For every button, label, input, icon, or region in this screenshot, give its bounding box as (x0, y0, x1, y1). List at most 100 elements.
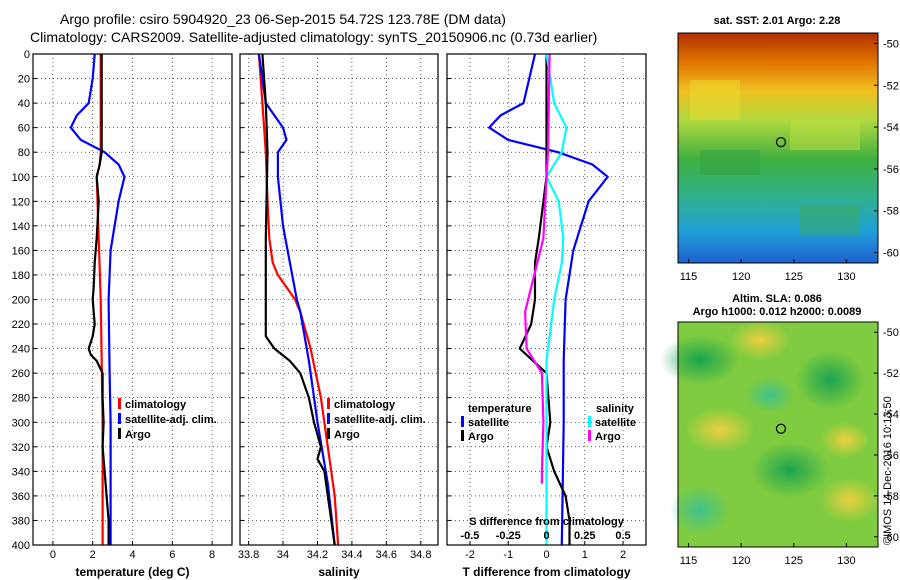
legend-swatch (461, 416, 464, 427)
series-line-s-argo (523, 53, 551, 484)
x-tick-label: 0 (50, 549, 56, 561)
y-tick-label: 240 (12, 344, 30, 356)
x-axis-label: temperature (deg C) (75, 565, 189, 579)
x-tick-label: 4 (129, 549, 135, 561)
sst-map-patch (700, 150, 760, 175)
x-axis-label: salinity (318, 565, 360, 579)
x2-tick-label: 0.25 (574, 530, 595, 542)
x-tick-label: 2 (90, 549, 96, 561)
y-tick-label: 200 (12, 295, 30, 307)
legend-label: Argo (334, 429, 360, 441)
sst-map-patch (800, 205, 860, 235)
sla-map-blob (660, 335, 740, 385)
sla-map-subtitle: Argo h1000: 0.012 h2000: 0.0089 (693, 306, 862, 318)
legend-label: satellite-adj. clim. (334, 414, 426, 426)
x2-axis-label: S difference from climatology (469, 516, 625, 528)
sst-map-title: sat. SST: 2.01 Argo: 2.28 (714, 15, 841, 27)
legend-label: satellite (468, 417, 509, 429)
series-line-satellite-adj-clim- (69, 53, 126, 545)
x-tick-label: 34.2 (307, 549, 328, 561)
argo-float-position-marker (775, 423, 787, 434)
y-tick-label: 40 (18, 98, 30, 110)
map-y-tick-label: -50 (883, 327, 899, 339)
series-line-argo (87, 54, 110, 545)
y-tick-label: 80 (18, 147, 30, 159)
legend-label: satellite-adj. clim. (125, 414, 217, 426)
series-line-t-satellite (488, 53, 609, 546)
y-tick-label: 180 (12, 270, 30, 282)
legend-swatch (588, 416, 591, 427)
figure-title-line1: Argo profile: csiro 5904920_23 06-Sep-20… (60, 11, 506, 27)
y-tick-label: 340 (12, 466, 30, 478)
panel-frame (446, 53, 647, 546)
sst-map-frame (677, 32, 879, 264)
sla-map-axes: 115 120 125 130 -50 -52 -54 -56 -58 -60 (680, 327, 899, 567)
series-line-satellite-adj-clim- (257, 53, 336, 546)
map-y-tick-label: -54 (883, 122, 899, 134)
argo-float-position-marker (775, 137, 787, 148)
legend-label: climatology (334, 399, 396, 411)
legend-swatch (461, 430, 464, 441)
y-tick-label: 360 (12, 491, 30, 503)
series-line-t-argo (518, 54, 571, 545)
y-tick-label: 280 (12, 393, 30, 405)
sst-map-patch (790, 120, 860, 150)
y-tick-label: 60 (18, 123, 30, 135)
legend-swatch (327, 398, 330, 409)
map-x-tick-label: 115 (680, 555, 698, 567)
x2-tick-label: -0.25 (496, 530, 521, 542)
y-tick-label: 220 (12, 319, 30, 331)
sla-map-blob (685, 408, 755, 452)
legend-label: satellite (595, 417, 636, 429)
x2-tick-label: 0.5 (615, 530, 630, 542)
legend-title-salinity: salinity (596, 403, 635, 415)
legend-swatch (118, 413, 121, 424)
y-tick-label: 320 (12, 442, 30, 454)
sla-map-blob (670, 485, 730, 535)
series-line-s-satellite (545, 53, 568, 545)
x-tick-label: 8 (209, 549, 215, 561)
legend-swatch (327, 428, 330, 439)
map-y-tick-label: -60 (883, 532, 899, 544)
x2-tick-label: 0 (543, 530, 549, 542)
legend-title-temperature: temperature (468, 403, 532, 415)
map-x-tick-label: 125 (785, 555, 803, 567)
x-tick-label: -1 (503, 549, 513, 561)
x-axis-label: T difference from climatology (462, 565, 630, 579)
map-y-tick-label: -58 (883, 206, 899, 218)
sst-map (677, 32, 879, 264)
legend-swatch (118, 428, 121, 439)
legend-label: Argo (468, 431, 494, 443)
sla-map-blob (795, 350, 865, 410)
temperature-profile-panel: 0204060801001201401601802002202402602803… (12, 49, 233, 579)
x-tick-label: 34.6 (376, 549, 397, 561)
sla-map-blob (730, 320, 790, 360)
map-y-tick-label: -58 (883, 491, 899, 503)
sla-map-blob (745, 377, 795, 413)
sla-map-frame (677, 321, 879, 548)
x-tick-label: 33.8 (238, 549, 259, 561)
map-x-tick-label: 115 (680, 271, 698, 283)
y-tick-label: 120 (12, 196, 30, 208)
x-tick-label: 2 (620, 549, 626, 561)
x-tick-label: 0 (543, 549, 549, 561)
series-line-argo (261, 53, 336, 546)
map-y-tick-label: -52 (883, 368, 899, 380)
map-y-tick-label: -50 (883, 38, 899, 50)
y-tick-label: 260 (12, 368, 30, 380)
map-y-tick-label: -56 (883, 164, 899, 176)
legend-swatch (327, 413, 330, 424)
y-tick-label: 160 (12, 245, 30, 257)
legend-label: climatology (125, 399, 187, 411)
x-tick-label: 34 (277, 549, 289, 561)
map-x-tick-label: 125 (785, 271, 803, 283)
y-tick-label: 140 (12, 221, 30, 233)
map-x-tick-label: 120 (732, 271, 750, 283)
x-tick-label: 34.8 (410, 549, 431, 561)
sla-map-blob (750, 442, 830, 498)
legend-label: Argo (125, 429, 151, 441)
map-x-tick-label: 130 (837, 271, 855, 283)
map-x-tick-label: 130 (837, 555, 855, 567)
x-tick-label: -2 (465, 549, 475, 561)
